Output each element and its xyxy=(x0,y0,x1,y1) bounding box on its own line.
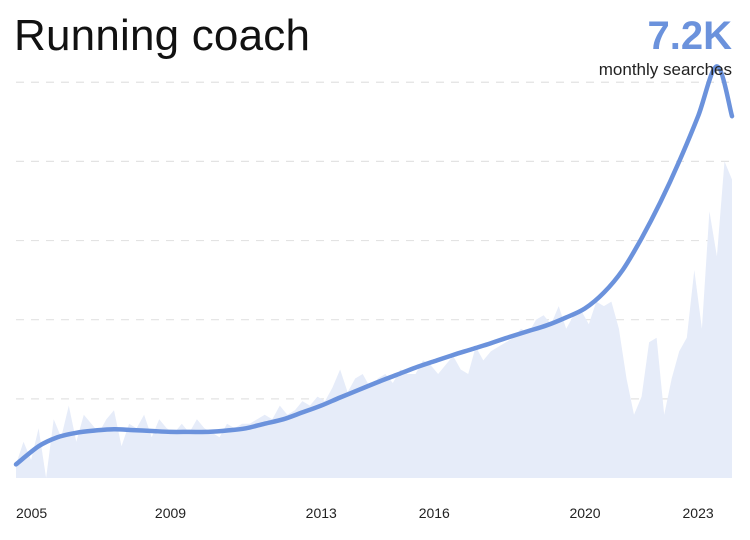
page-title: Running coach xyxy=(14,11,311,60)
gridlines xyxy=(16,81,732,400)
x-tick-label-2020: 2020 xyxy=(569,505,600,521)
search-volume-label: monthly searches xyxy=(598,60,732,79)
trend-line-layer xyxy=(13,64,735,467)
monthly-volume-area xyxy=(16,161,732,478)
trend-line xyxy=(13,64,735,467)
x-tick-label-2023: 2023 xyxy=(683,505,714,521)
search-volume-value: 7.2K xyxy=(647,14,733,58)
x-tick-label-2016: 2016 xyxy=(419,505,450,521)
x-tick-label-2009: 2009 xyxy=(155,505,186,521)
x-tick-label-2013: 2013 xyxy=(306,505,337,521)
area-layer xyxy=(16,161,732,478)
x-axis-ticks: 2005 2009 2013 2016 2020 2023 xyxy=(16,505,714,521)
x-tick-label-2005: 2005 xyxy=(16,505,47,521)
